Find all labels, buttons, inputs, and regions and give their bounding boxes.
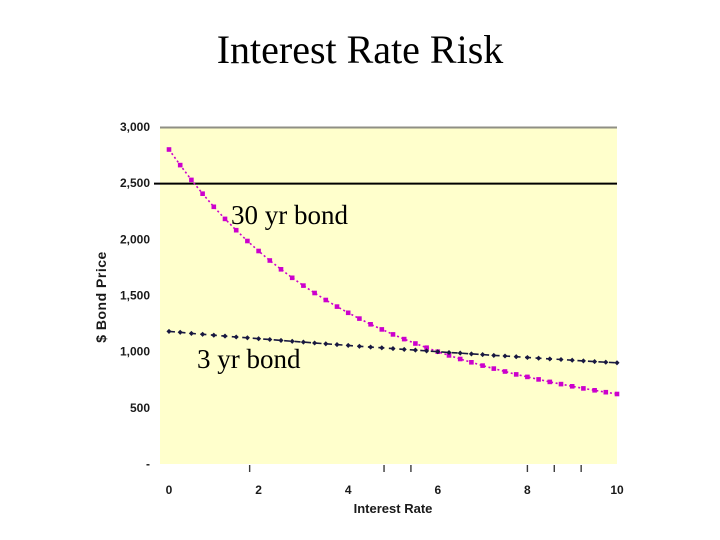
data-point-marker <box>580 358 586 364</box>
data-point-marker <box>166 147 172 152</box>
data-point-marker <box>446 353 452 358</box>
y-tick-label: 2,000 <box>120 232 150 246</box>
y-tick-label: 2,500 <box>120 176 150 190</box>
data-point-marker <box>603 389 609 395</box>
x-axis-title: Interest Rate <box>353 501 433 516</box>
data-point-marker <box>581 386 586 391</box>
annotation-3yr-bond: 3 yr bond <box>197 344 301 374</box>
data-point-marker <box>301 283 306 288</box>
data-point-marker <box>525 374 530 380</box>
data-point-marker <box>390 332 396 337</box>
data-point-marker <box>457 356 463 362</box>
data-point-marker <box>379 327 385 332</box>
data-point-marker <box>502 369 508 374</box>
data-point-marker <box>513 354 519 360</box>
y-tick-label: - <box>146 457 150 471</box>
data-point-marker <box>233 227 239 233</box>
data-point-marker <box>323 297 329 303</box>
data-point-marker <box>424 345 429 350</box>
data-point-marker <box>558 356 564 363</box>
data-point-marker <box>547 356 553 362</box>
data-point-marker <box>413 341 418 346</box>
data-point-marker <box>267 258 273 263</box>
annotation-30yr-bond: 30 yr bond <box>231 200 348 230</box>
data-point-marker <box>536 377 541 382</box>
plot-area <box>160 127 617 464</box>
data-point-marker <box>524 354 530 361</box>
x-tick-label: 4 <box>345 483 352 497</box>
data-point-marker <box>334 304 340 309</box>
data-point-marker <box>177 162 183 168</box>
data-point-marker <box>491 366 497 371</box>
data-point-marker <box>289 275 295 281</box>
data-point-marker <box>368 322 373 327</box>
data-point-marker <box>558 381 564 387</box>
data-point-marker <box>480 363 485 368</box>
data-point-marker <box>614 391 620 397</box>
data-point-marker <box>513 372 519 377</box>
data-point-marker <box>401 336 407 342</box>
data-point-marker <box>245 238 250 244</box>
data-point-marker <box>592 359 598 365</box>
data-point-marker <box>536 355 542 361</box>
y-tick-label: 3,000 <box>120 120 150 134</box>
y-tick-label: 1,500 <box>120 289 150 303</box>
y-tick-label: 500 <box>130 401 150 415</box>
data-point-marker <box>278 267 284 272</box>
x-tick-label: 2 <box>255 483 262 497</box>
x-tick-label: 10 <box>610 483 624 497</box>
data-point-marker <box>614 360 620 366</box>
data-point-marker <box>469 360 474 365</box>
x-tick-label: 8 <box>524 483 531 497</box>
data-point-marker <box>211 204 217 210</box>
y-tick-label: 1,000 <box>120 345 150 359</box>
data-point-marker <box>200 191 205 196</box>
slide-title: Interest Rate Risk <box>216 27 504 72</box>
data-point-marker <box>312 290 317 296</box>
data-point-marker <box>357 316 362 321</box>
data-point-marker <box>547 379 553 385</box>
y-axis-title: $ Bond Price <box>93 251 109 343</box>
data-point-marker <box>189 177 194 183</box>
data-point-marker <box>603 359 609 365</box>
data-point-marker <box>592 388 597 393</box>
data-point-marker <box>569 384 575 389</box>
data-point-marker <box>256 248 261 254</box>
x-tick-label: 6 <box>434 483 441 497</box>
x-tick-label: 0 <box>166 483 173 497</box>
data-point-marker <box>569 357 575 363</box>
data-point-marker <box>345 310 351 316</box>
data-point-marker <box>222 216 228 222</box>
